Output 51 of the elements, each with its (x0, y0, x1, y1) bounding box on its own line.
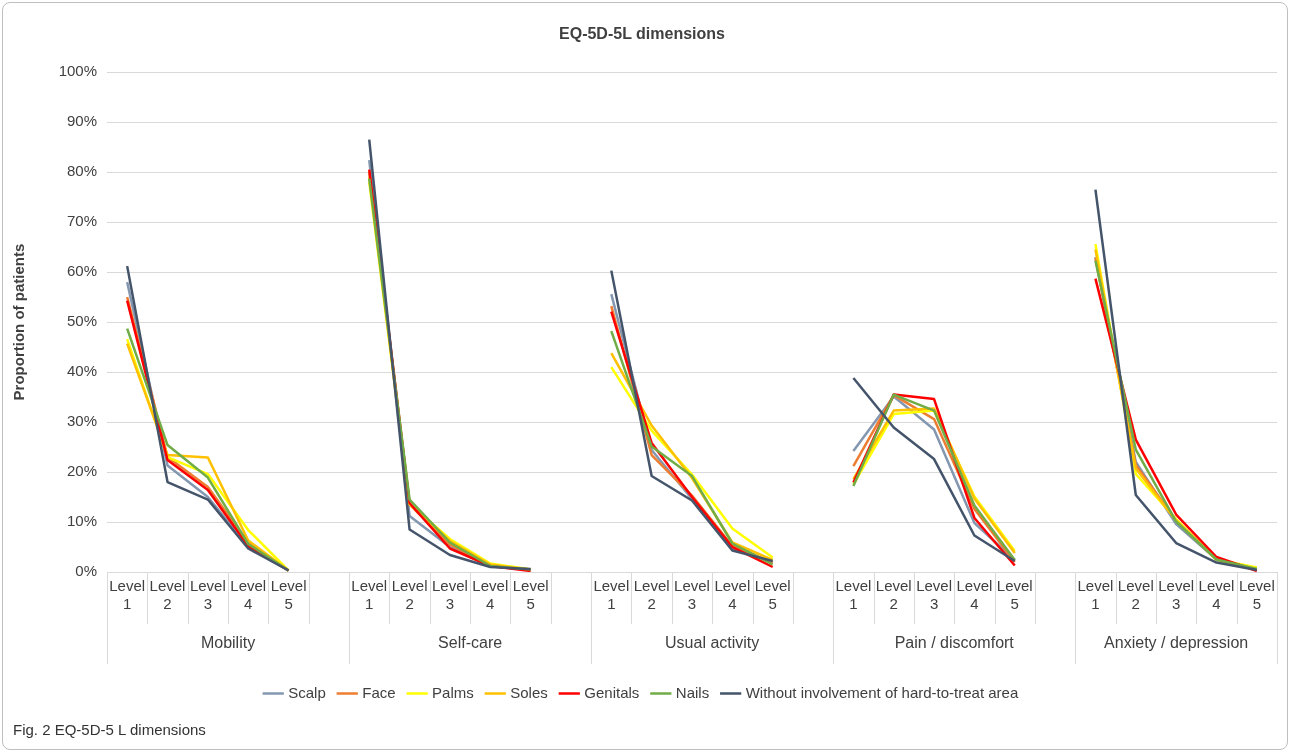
text: Usual activity (665, 634, 760, 652)
x-tick-label: Level 1 (351, 577, 388, 613)
y-tick-label: 60% (66, 262, 97, 280)
text: Mobility (200, 634, 256, 652)
x-tick-label: Level 2 (875, 577, 912, 613)
x-tick-label: Level 1 (835, 577, 872, 613)
x-tick-label: Level 5 (512, 577, 549, 613)
x-tick-label: Level 4 (472, 577, 509, 613)
x-tick-label: Level 2 (633, 577, 670, 613)
x-tick-label: Level 2 (149, 577, 186, 613)
x-tick-label: Level 4 (230, 577, 267, 613)
chart-title: EQ-5D-5L dimensions (559, 25, 726, 43)
text: Anxiety / depression (1104, 634, 1249, 652)
x-tick-label: Level 2 (1117, 577, 1154, 613)
legend-label: Soles (510, 683, 548, 701)
y-axis-title: Proportion of patients (10, 243, 28, 401)
x-tick-label: Level 3 (674, 577, 710, 613)
x-tick-label: Level 5 (1238, 577, 1275, 613)
x-tick-label: Level 3 (916, 577, 952, 613)
y-tick-label: 70% (66, 212, 97, 230)
x-tick-label: Level 3 (189, 577, 226, 613)
text: Self-care (438, 634, 503, 652)
y-tick-label: 10% (66, 512, 97, 530)
y-tick-label: 30% (66, 412, 97, 430)
y-tick-label: 40% (66, 362, 97, 380)
x-tick-label: Level 3 (1158, 577, 1195, 613)
y-tick-label: 0% (75, 562, 97, 580)
legend-label: Face (362, 683, 396, 701)
y-tick-label: 50% (66, 312, 97, 330)
x-tick-label: Level 2 (391, 577, 428, 613)
y-tick-label: 90% (66, 112, 97, 130)
legend-label: Palms (432, 683, 474, 701)
x-tick-label: Level 3 (432, 577, 468, 613)
legend-label: Genitals (584, 683, 640, 701)
legend-label: Nails (675, 683, 710, 701)
x-tick-label: Level 4 (1198, 577, 1235, 613)
text: Pain / discomfort (894, 634, 1015, 652)
x-tick-label: Level 4 (956, 577, 993, 613)
y-tick-label: 20% (66, 462, 97, 480)
legend-label: Scalp (288, 683, 326, 701)
x-tick-label: Level 5 (754, 577, 791, 613)
x-tick-label: Level 1 (109, 577, 146, 613)
x-tick-label: Level 5 (270, 577, 307, 613)
caption: Fig. 2 EQ-5D-5 L dimensions (13, 721, 206, 738)
y-tick-label: 100% (58, 62, 97, 80)
x-tick-label: Level 4 (714, 577, 751, 613)
x-tick-label: Level 1 (1077, 577, 1114, 613)
legend-label: Without involvement of hard-to-treat area (745, 683, 1019, 701)
x-tick-label: Level 5 (996, 577, 1033, 613)
x-tick-label: Level 1 (593, 577, 630, 613)
y-tick-label: 80% (66, 162, 97, 180)
